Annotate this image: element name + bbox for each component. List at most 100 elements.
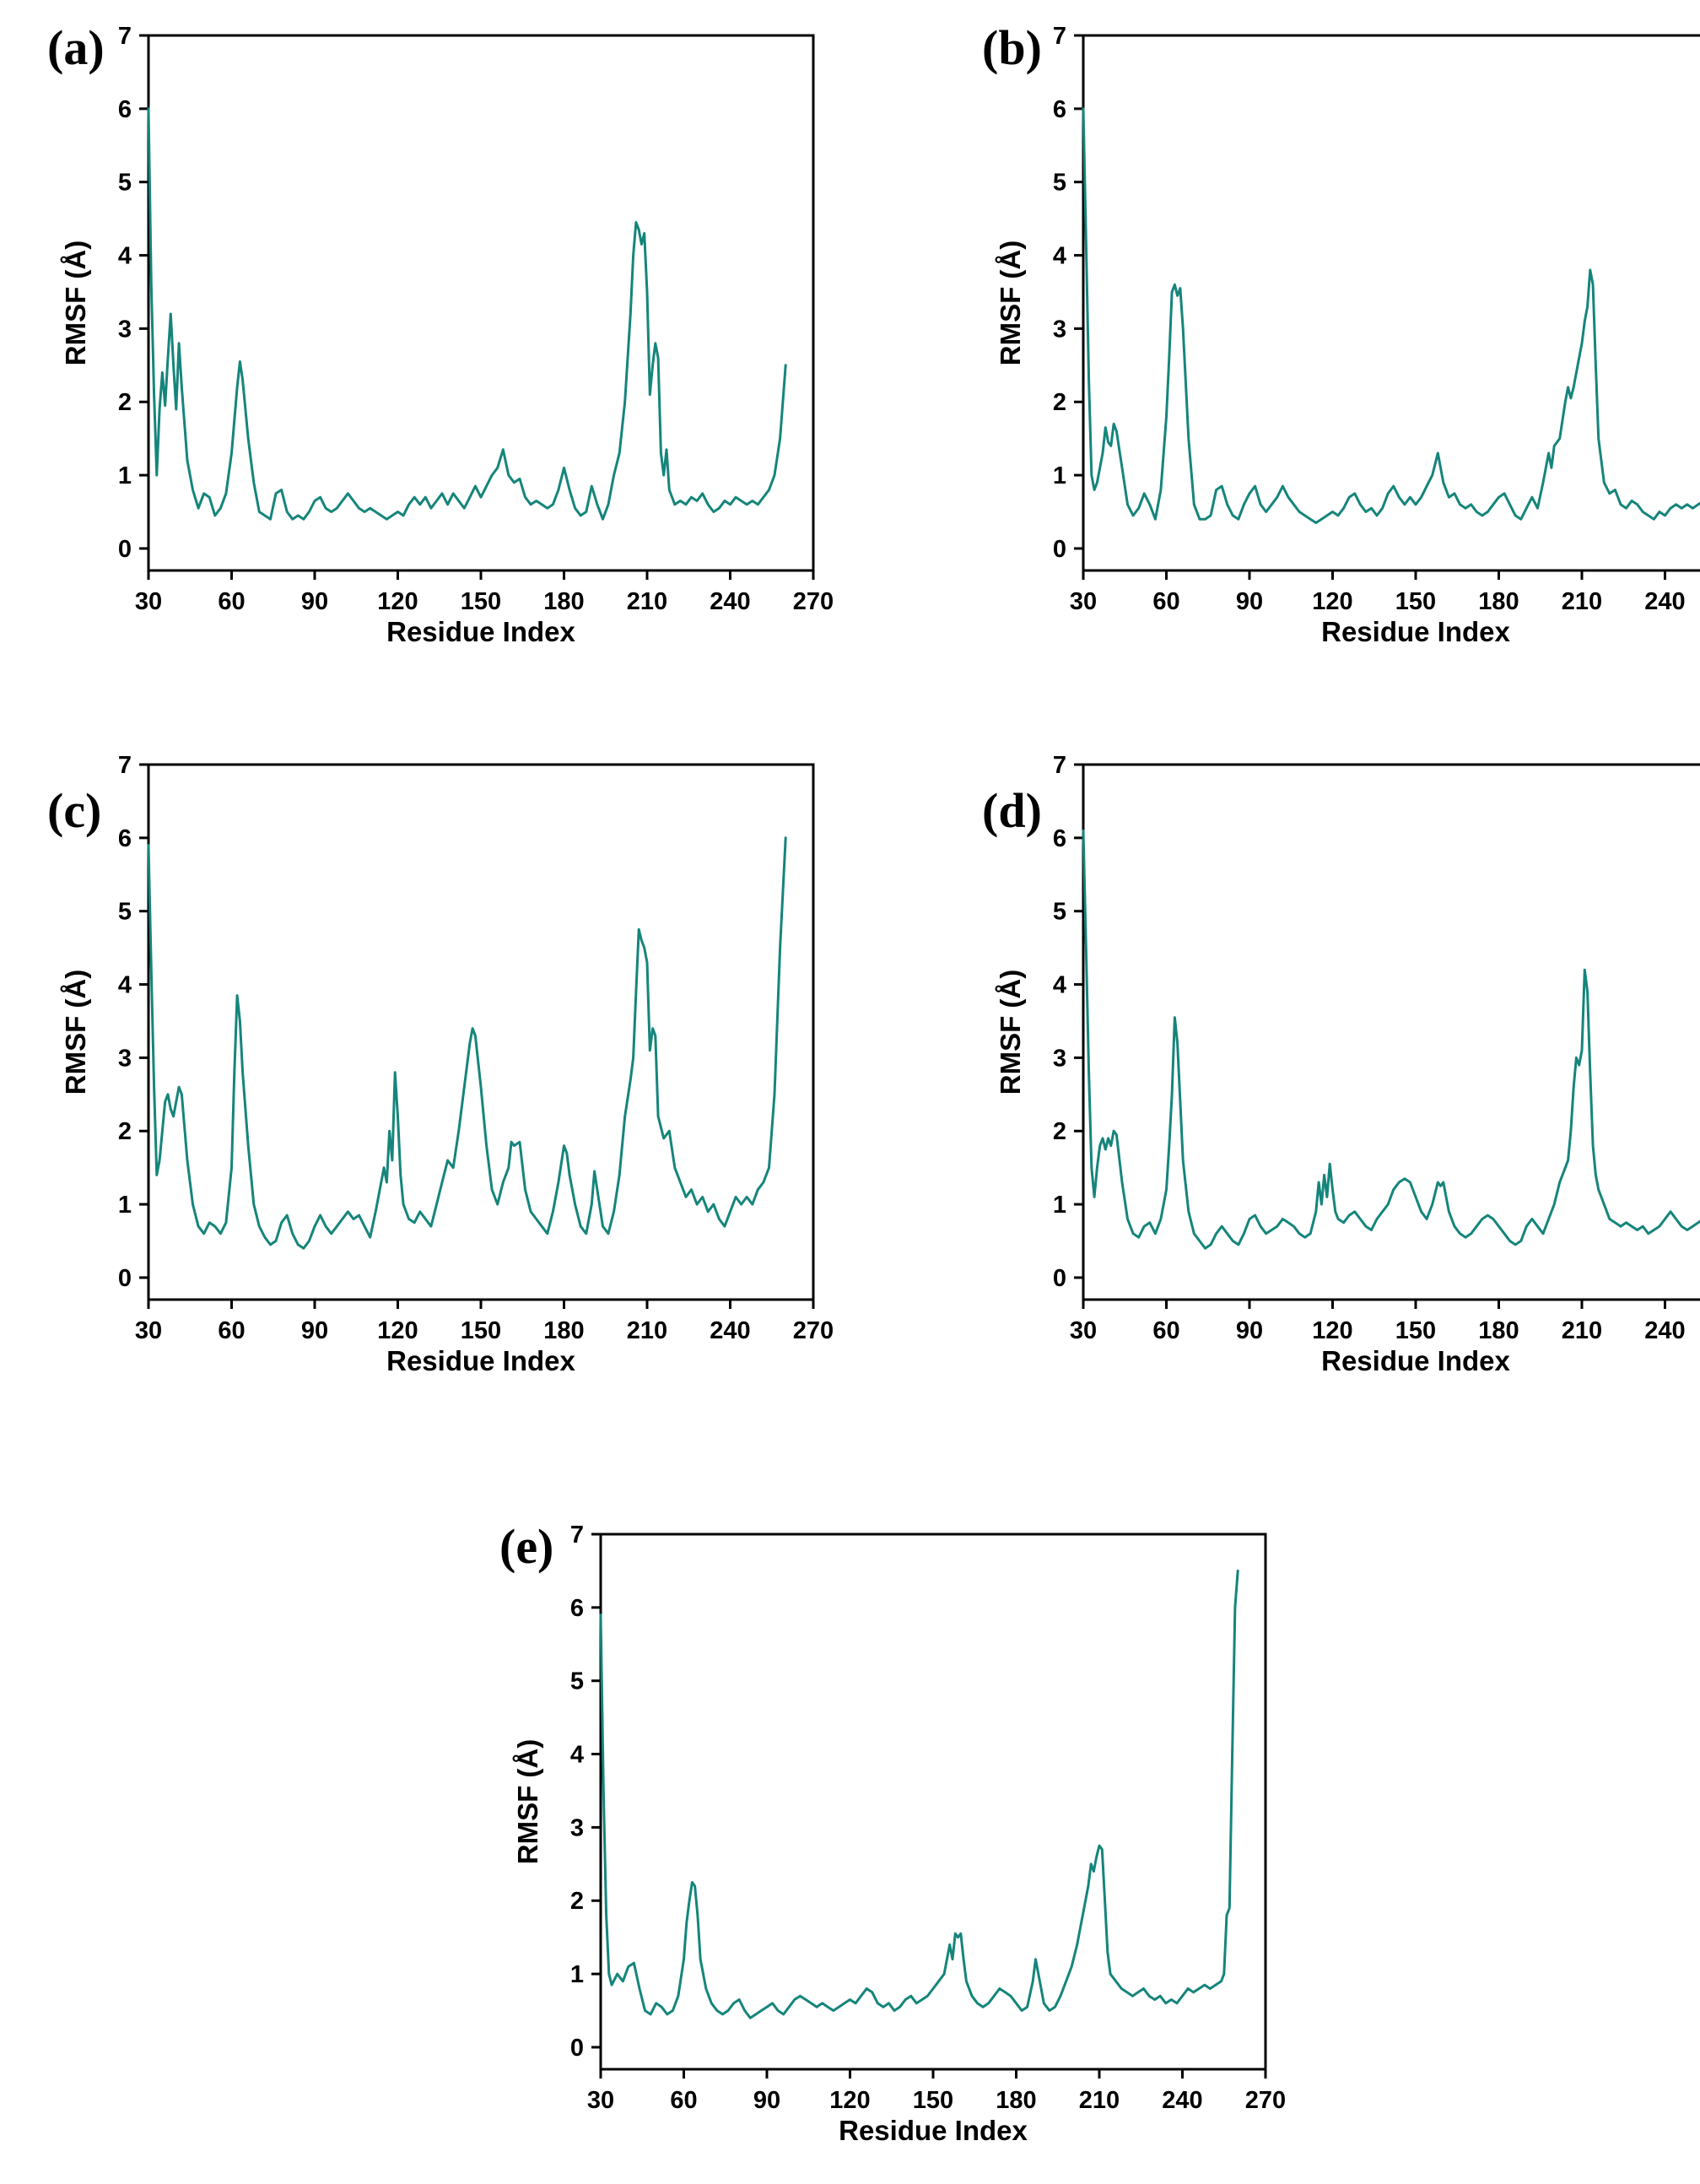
svg-text:2: 2 bbox=[118, 1118, 132, 1145]
y-axis-label: RMSF (Å) bbox=[60, 969, 91, 1095]
panel-label-d: (d) bbox=[982, 783, 1042, 838]
svg-text:120: 120 bbox=[1312, 588, 1352, 615]
svg-text:270: 270 bbox=[1245, 2087, 1286, 2114]
svg-text:6: 6 bbox=[118, 96, 132, 123]
svg-text:3: 3 bbox=[570, 1814, 584, 1841]
svg-text:180: 180 bbox=[1478, 1317, 1519, 1344]
svg-text:150: 150 bbox=[1395, 1317, 1436, 1344]
svg-text:0: 0 bbox=[1053, 536, 1066, 563]
svg-text:60: 60 bbox=[218, 588, 245, 615]
svg-text:150: 150 bbox=[461, 588, 501, 615]
svg-text:2: 2 bbox=[570, 1888, 584, 1915]
svg-text:60: 60 bbox=[1152, 588, 1179, 615]
svg-text:6: 6 bbox=[118, 825, 132, 852]
svg-text:120: 120 bbox=[377, 588, 418, 615]
panel-label-a: (a) bbox=[47, 20, 105, 75]
svg-text:5: 5 bbox=[1053, 899, 1066, 926]
svg-text:90: 90 bbox=[1236, 1317, 1263, 1344]
svg-text:7: 7 bbox=[118, 752, 132, 779]
svg-text:90: 90 bbox=[753, 2087, 780, 2114]
svg-text:30: 30 bbox=[135, 588, 162, 615]
svg-text:180: 180 bbox=[1478, 588, 1519, 615]
x-axis-label: Residue Index bbox=[839, 2115, 1028, 2146]
rmsf-plot-c: 30 60 90 120 150 180 210 240 270 0 1 2 3 4 5 6 7 bbox=[118, 752, 834, 1344]
svg-text:4: 4 bbox=[118, 243, 132, 270]
svg-text:5: 5 bbox=[570, 1668, 584, 1695]
svg-text:1: 1 bbox=[118, 1192, 132, 1219]
svg-text:240: 240 bbox=[1162, 2087, 1202, 2114]
x-axis-label: Residue Index bbox=[386, 1345, 575, 1376]
svg-text:90: 90 bbox=[1236, 588, 1263, 615]
svg-text:240: 240 bbox=[710, 588, 750, 615]
svg-text:4: 4 bbox=[118, 972, 132, 999]
figure-row-2: 30 60 90 120 150 180 210 240 270 0 1 2 3 4 5 6 7 (c) Res… bbox=[0, 729, 1700, 1414]
rmsf-panel-a: 30 60 90 120 150 180 210 240 270 0 1 2 3 4 5 6 7 (a) Res… bbox=[47, 14, 849, 672]
rmsf-panel-c: 30 60 90 120 150 180 210 240 270 0 1 2 3 4 5 6 7 (c) Res… bbox=[47, 743, 849, 1401]
svg-text:210: 210 bbox=[1562, 588, 1602, 615]
rmsf-plot-a: 30 60 90 120 150 180 210 240 270 0 1 2 3 4 5 6 7 bbox=[118, 23, 834, 615]
svg-text:3: 3 bbox=[118, 1045, 132, 1072]
svg-text:0: 0 bbox=[118, 1265, 132, 1292]
svg-text:210: 210 bbox=[627, 1317, 667, 1344]
svg-text:30: 30 bbox=[1070, 1317, 1097, 1344]
svg-text:2: 2 bbox=[1053, 1118, 1066, 1145]
svg-text:270: 270 bbox=[793, 588, 834, 615]
svg-text:0: 0 bbox=[1053, 1265, 1066, 1292]
svg-text:3: 3 bbox=[118, 316, 132, 343]
figure-row-3: 30 60 90 120 150 180 210 240 270 0 1 2 3 4 5 6 7 (e) Res… bbox=[0, 1499, 1700, 2184]
svg-text:180: 180 bbox=[543, 1317, 584, 1344]
svg-text:6: 6 bbox=[1053, 96, 1066, 123]
svg-text:60: 60 bbox=[1152, 1317, 1179, 1344]
svg-text:120: 120 bbox=[829, 2087, 870, 2114]
x-axis-label: Residue Index bbox=[386, 616, 575, 647]
svg-text:240: 240 bbox=[710, 1317, 750, 1344]
panel-label-c: (c) bbox=[47, 783, 102, 838]
figure-row-1: 30 60 90 120 150 180 210 240 270 0 1 2 3 4 5 6 7 (a) Res… bbox=[0, 0, 1700, 685]
panel-label-e: (e) bbox=[499, 1519, 554, 1574]
svg-text:90: 90 bbox=[301, 1317, 328, 1344]
svg-text:6: 6 bbox=[1053, 825, 1066, 852]
svg-text:90: 90 bbox=[301, 588, 328, 615]
x-axis-label: Residue Index bbox=[1321, 616, 1510, 647]
svg-text:5: 5 bbox=[1053, 170, 1066, 197]
svg-text:60: 60 bbox=[218, 1317, 245, 1344]
svg-text:7: 7 bbox=[1053, 23, 1066, 50]
svg-text:4: 4 bbox=[1053, 243, 1066, 270]
svg-text:120: 120 bbox=[377, 1317, 418, 1344]
svg-text:180: 180 bbox=[543, 588, 584, 615]
svg-text:6: 6 bbox=[570, 1595, 584, 1622]
svg-text:270: 270 bbox=[793, 1317, 834, 1344]
svg-text:150: 150 bbox=[1395, 588, 1436, 615]
svg-text:3: 3 bbox=[1053, 316, 1066, 343]
y-axis-label: RMSF (Å) bbox=[995, 969, 1026, 1095]
rmsf-panel-e: 30 60 90 120 150 180 210 240 270 0 1 2 3 4 5 6 7 (e) Res… bbox=[499, 1512, 1301, 2170]
svg-text:7: 7 bbox=[118, 23, 132, 50]
svg-text:1: 1 bbox=[570, 1961, 584, 1988]
svg-text:210: 210 bbox=[1079, 2087, 1120, 2114]
svg-text:210: 210 bbox=[627, 588, 667, 615]
svg-text:4: 4 bbox=[570, 1742, 584, 1769]
svg-text:4: 4 bbox=[1053, 972, 1066, 999]
svg-text:5: 5 bbox=[118, 899, 132, 926]
svg-text:210: 210 bbox=[1562, 1317, 1602, 1344]
svg-text:30: 30 bbox=[135, 1317, 162, 1344]
x-axis-label: Residue Index bbox=[1321, 1345, 1510, 1376]
svg-text:0: 0 bbox=[570, 2035, 584, 2062]
svg-text:30: 30 bbox=[587, 2087, 614, 2114]
svg-text:1: 1 bbox=[1053, 1192, 1066, 1219]
svg-text:150: 150 bbox=[913, 2087, 953, 2114]
svg-text:1: 1 bbox=[118, 462, 132, 489]
svg-text:240: 240 bbox=[1644, 588, 1685, 615]
svg-text:60: 60 bbox=[670, 2087, 697, 2114]
svg-text:240: 240 bbox=[1644, 1317, 1685, 1344]
svg-text:0: 0 bbox=[118, 536, 132, 563]
svg-text:2: 2 bbox=[118, 389, 132, 416]
svg-text:120: 120 bbox=[1312, 1317, 1352, 1344]
svg-text:5: 5 bbox=[118, 170, 132, 197]
svg-text:2: 2 bbox=[1053, 389, 1066, 416]
